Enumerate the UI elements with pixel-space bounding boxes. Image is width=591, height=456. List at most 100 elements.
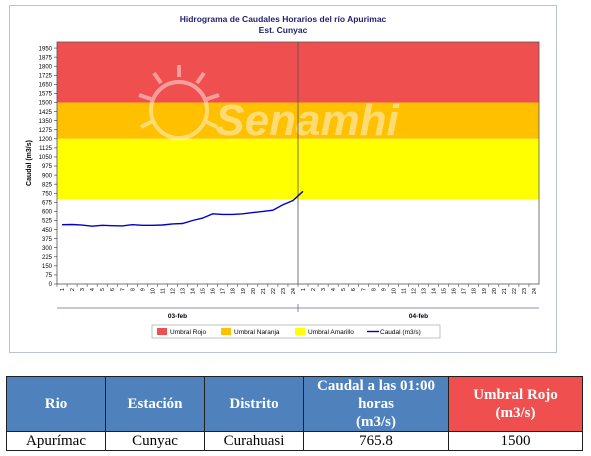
- y-tick-label: 75: [45, 273, 52, 279]
- x-tick-label: 2: [311, 288, 317, 291]
- cell-estacion: Cunyac: [105, 431, 205, 451]
- header-caudal: Caudal a las 01:00 horas (m3/s): [303, 376, 449, 432]
- y-tick-label: 1950: [39, 46, 53, 52]
- y-tick-label: 1200: [39, 137, 53, 143]
- x-tick-label: 5: [341, 288, 347, 291]
- legend-label: Umbral Rojo: [170, 329, 207, 336]
- y-tick-label: 1425: [39, 110, 53, 116]
- x-tick-label: 4: [331, 288, 337, 291]
- y-tick-label: 450: [42, 228, 53, 234]
- y-tick-label: 750: [42, 191, 53, 197]
- x-tick-label: 11: [401, 288, 407, 294]
- x-tick-label: 10: [150, 288, 156, 294]
- y-tick-label: 1350: [39, 119, 53, 125]
- x-tick-label: 23: [522, 288, 528, 294]
- y-tick-label: 1500: [39, 101, 53, 107]
- y-tick-label: 1575: [39, 92, 53, 98]
- legend-swatch: [295, 328, 305, 335]
- legend-label: Umbral Amarillo: [308, 329, 354, 336]
- x-tick-label: 18: [472, 288, 478, 294]
- y-tick-label: 1125: [39, 146, 53, 152]
- cell-caudal: 765.8: [303, 431, 449, 451]
- chart-title: Hidrograma de Caudales Horarios del río …: [180, 14, 387, 24]
- legend-swatch: [221, 328, 231, 335]
- x-tick-label: 14: [432, 288, 438, 294]
- hydrograph-chart: Hidrograma de Caudales Horarios del río …: [26, 14, 540, 339]
- x-tick-label: 20: [251, 288, 257, 294]
- y-tick-label: 675: [42, 201, 53, 207]
- x-tick-label: 17: [462, 288, 468, 294]
- legend-label: Caudal (m3/s): [380, 329, 421, 336]
- x-tick-label: 18: [231, 288, 237, 294]
- x-tick-label: 19: [482, 288, 488, 294]
- y-axis-label: Caudal (m3/s): [26, 140, 33, 186]
- x-tick-label: 5: [100, 288, 106, 291]
- station-table: Rio Estación Distrito Caudal a las 01:00…: [6, 376, 583, 451]
- y-tick-label: 0: [49, 282, 53, 288]
- x-tick-label: 22: [512, 288, 518, 294]
- x-tick-label: 22: [271, 288, 277, 294]
- y-tick-label: 300: [42, 246, 53, 252]
- x-tick-label: 20: [492, 288, 498, 294]
- x-tick-label: 7: [120, 288, 126, 291]
- x-tick-label: 2: [70, 288, 76, 291]
- x-tick-label: 9: [140, 288, 146, 291]
- header-umbral-unit: (m3/s): [495, 405, 536, 421]
- x-tick-label: 10: [391, 288, 397, 294]
- table-row: Apurímac Cunyac Curahuasi 765.8 1500: [6, 431, 583, 451]
- cell-distrito: Curahuasi: [204, 431, 304, 451]
- x-tick-label: 21: [261, 288, 267, 294]
- x-tick-label: 23: [281, 288, 287, 294]
- legend-label: Umbral Naranja: [234, 329, 280, 336]
- x-tick-label: 1: [60, 288, 66, 291]
- header-rio: Rio: [6, 376, 106, 432]
- x-tick-label: 12: [170, 288, 176, 294]
- legend-swatch: [157, 328, 167, 335]
- cell-rio: Apurímac: [6, 431, 106, 451]
- y-tick-label: 1050: [39, 155, 53, 161]
- day-label: 04-feb: [409, 313, 428, 320]
- y-tick-label: 1650: [39, 83, 53, 89]
- series-line: [61, 190, 304, 227]
- x-tick-label: 6: [351, 288, 357, 291]
- y-tick-label: 525: [42, 219, 53, 225]
- y-tick-label: 900: [42, 173, 53, 179]
- x-tick-label: 21: [502, 288, 508, 294]
- y-tick-label: 1800: [39, 64, 53, 70]
- x-tick-label: 3: [321, 288, 327, 291]
- x-tick-label: 24: [532, 288, 538, 294]
- y-tick-label: 1725: [39, 73, 53, 79]
- x-tick-label: 4: [90, 288, 96, 291]
- x-tick-label: 8: [371, 288, 377, 291]
- chart-subtitle: Est. Cunyac: [259, 25, 308, 35]
- x-tick-label: 1: [301, 288, 307, 291]
- y-tick-label: 975: [42, 164, 53, 170]
- x-tick-label: 19: [241, 288, 247, 294]
- y-tick-label: 1275: [39, 128, 53, 134]
- x-tick-label: 11: [160, 288, 166, 294]
- y-tick-label: 825: [42, 182, 53, 188]
- x-tick-label: 12: [411, 288, 417, 294]
- y-tick-label: 1875: [39, 55, 53, 61]
- x-tick-label: 13: [181, 288, 187, 294]
- y-tick-label: 225: [42, 255, 53, 261]
- x-tick-label: 15: [201, 288, 207, 294]
- x-tick-label: 16: [452, 288, 458, 294]
- x-tick-label: 13: [422, 288, 428, 294]
- watermark-text: Senamhi: [215, 96, 399, 145]
- x-tick-label: 15: [442, 288, 448, 294]
- x-tick-label: 7: [361, 288, 367, 291]
- y-tick-label: 375: [42, 237, 53, 243]
- table-header-row: Rio Estación Distrito Caudal a las 01:00…: [6, 376, 583, 432]
- header-caudal-unit: (m3/s): [356, 414, 396, 430]
- cell-umbral: 1500: [448, 431, 583, 451]
- header-estacion: Estación: [105, 376, 205, 432]
- day-label: 03-feb: [168, 313, 187, 320]
- x-tick-label: 8: [130, 288, 136, 291]
- x-tick-label: 6: [110, 288, 116, 291]
- y-tick-label: 600: [42, 210, 53, 216]
- header-umbral-rojo: Umbral Rojo (m3/s): [448, 376, 583, 432]
- watermark-logo: Senamhi: [138, 65, 399, 145]
- y-tick-label: 150: [42, 264, 53, 270]
- x-tick-label: 14: [191, 288, 197, 294]
